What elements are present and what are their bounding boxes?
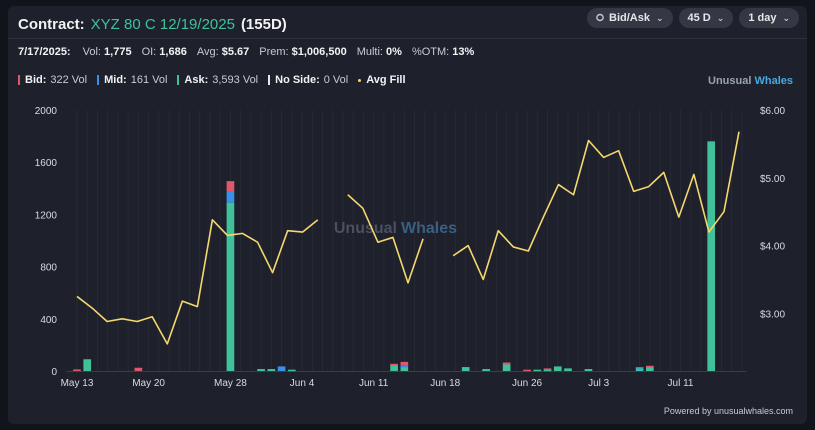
chevron-down-icon: ⌄ (716, 12, 725, 23)
mid-marker (97, 75, 100, 85)
chart-icon: ⭘ (596, 12, 604, 24)
contract-name: XYZ 80 C 12/19/2025 (90, 15, 235, 33)
interval-dropdown[interactable]: 1 day ⌄ (739, 8, 799, 28)
chevron-down-icon: ⌄ (655, 12, 664, 23)
range-label: 45 D (687, 12, 711, 24)
chart-legend: Bid: 322 Vol Mid: 161 Vol Ask: 3,593 Vol No… (18, 74, 406, 86)
stat-oi: OI: 1,686 (141, 46, 187, 58)
chart-controls: ⭘ Bid/Ask ⌄ 45 D ⌄ 1 day ⌄ (587, 8, 799, 28)
ask-marker (177, 75, 180, 85)
legend-mid[interactable]: Mid: 161 Vol (97, 74, 167, 86)
stat-avg: Avg: $5.67 (196, 46, 250, 58)
stats-row: 7/17/2025: Vol: 1,775 OI: 1,686 Avg: $5.… (18, 46, 474, 58)
footer-credit: Powered by unusualwhales.com (663, 406, 793, 416)
stat-multi: Multi: 0% (356, 46, 402, 58)
header-divider (8, 38, 807, 39)
chart-panel (8, 6, 807, 424)
stats-date: 7/17/2025: (18, 46, 71, 58)
stat-otm: %OTM: 13% (411, 46, 475, 58)
bid-ask-dropdown[interactable]: ⭘ Bid/Ask ⌄ (587, 8, 673, 28)
stat-vol: Vol: 1,775 (82, 46, 132, 58)
legend-ask[interactable]: Ask: 3,593 Vol (177, 74, 258, 86)
contract-prefix: Contract: (18, 15, 85, 33)
legend-noside[interactable]: No Side: 0 Vol (268, 74, 348, 86)
interval-label: 1 day (748, 12, 777, 24)
range-dropdown[interactable]: 45 D ⌄ (678, 8, 734, 28)
legend-avgfill[interactable]: Avg Fill (358, 74, 406, 86)
avgfill-marker (358, 78, 362, 82)
stat-prem: Prem: $1,006,500 (259, 46, 347, 58)
brand-logo: Unusual Whales (708, 75, 793, 87)
contract-header: Contract: XYZ 80 C 12/19/2025 (155D) (18, 12, 287, 36)
bid-ask-label: Bid/Ask (609, 12, 650, 24)
bid-marker (18, 75, 20, 85)
noside-marker (268, 75, 271, 85)
contract-dte: (155D) (240, 15, 287, 33)
chevron-down-icon: ⌄ (782, 12, 790, 23)
legend-bid[interactable]: Bid: 322 Vol (18, 74, 87, 86)
